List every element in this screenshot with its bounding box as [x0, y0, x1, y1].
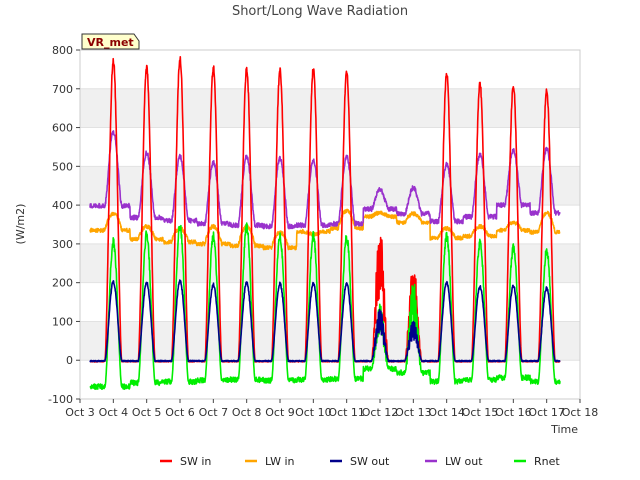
y-tick-label: 200 — [52, 277, 73, 290]
grid-bands — [80, 49, 580, 400]
series-layer — [89, 56, 561, 390]
grid-band — [80, 166, 580, 206]
x-tick-label: Oct 5 — [132, 406, 162, 419]
x-tick-label: Oct 6 — [165, 406, 195, 419]
x-tick-label: Oct 4 — [99, 406, 129, 419]
lw-in-line — [89, 208, 561, 251]
x-tick-label: Oct 8 — [232, 406, 262, 419]
y-tick-label: 400 — [52, 199, 73, 212]
legend-label: Rnet — [534, 455, 560, 468]
legend-label: SW in — [180, 455, 211, 468]
x-tick-label: Oct 12 — [362, 406, 399, 419]
legend-item: SW out — [330, 455, 390, 468]
site-label-background — [81, 33, 140, 50]
grid-band — [80, 88, 580, 128]
legend-item: SW in — [160, 455, 211, 468]
legend-label: LW in — [265, 455, 295, 468]
y-axis: -100 0 100 200 300 400 500 600 700 800 — [48, 44, 80, 406]
legend-item: LW in — [245, 455, 295, 468]
x-tick-label: Oct 18 — [562, 406, 599, 419]
x-tick-label: Oct 7 — [199, 406, 229, 419]
grid-band — [80, 321, 580, 361]
y-tick-label: 800 — [52, 44, 73, 57]
lw-out-line — [89, 130, 561, 230]
y-tick-label: 500 — [52, 160, 73, 173]
y-axis-title: (W/m2) — [14, 204, 27, 245]
legend-item: Rnet — [514, 455, 560, 468]
x-tick-label: Oct 15 — [462, 406, 499, 419]
y-tick-label: -100 — [48, 393, 73, 406]
site-label: VR_met — [87, 36, 134, 49]
rnet-line — [89, 222, 561, 390]
legend-label: LW out — [445, 455, 483, 468]
x-tick-label: Oct 17 — [528, 406, 565, 419]
y-tick-label: 300 — [52, 238, 73, 251]
y-tick-label: 0 — [66, 354, 73, 367]
site-label-box: VR_met — [81, 33, 140, 50]
x-tick-label: Oct 10 — [295, 406, 332, 419]
x-tick-label: Oct 9 — [265, 406, 295, 419]
x-tick-label: Oct 13 — [395, 406, 432, 419]
x-tick-label: Oct 11 — [328, 406, 365, 419]
y-tick-label: 600 — [52, 122, 73, 135]
x-tick-label: Oct 16 — [495, 406, 532, 419]
grid-band — [80, 243, 580, 283]
x-axis: Oct 3 Oct 4 Oct 5 Oct 6 Oct 7 Oct 8 Oct 9 Oct 1… — [65, 399, 598, 419]
chart-title: Short/Long Wave Radiation — [232, 4, 408, 19]
legend-item: LW out — [425, 455, 483, 468]
legend: SW in LW in SW out LW out Rnet — [160, 455, 560, 468]
x-tick-label: Oct 14 — [428, 406, 465, 419]
sw-out-line — [89, 279, 561, 363]
legend-label: SW out — [350, 455, 390, 468]
x-axis-title: Time — [550, 423, 578, 436]
y-tick-label: 700 — [52, 83, 73, 96]
plot-frame — [79, 49, 581, 400]
y-tick-label: 100 — [52, 315, 73, 328]
x-tick-label: Oct 3 — [65, 406, 95, 419]
